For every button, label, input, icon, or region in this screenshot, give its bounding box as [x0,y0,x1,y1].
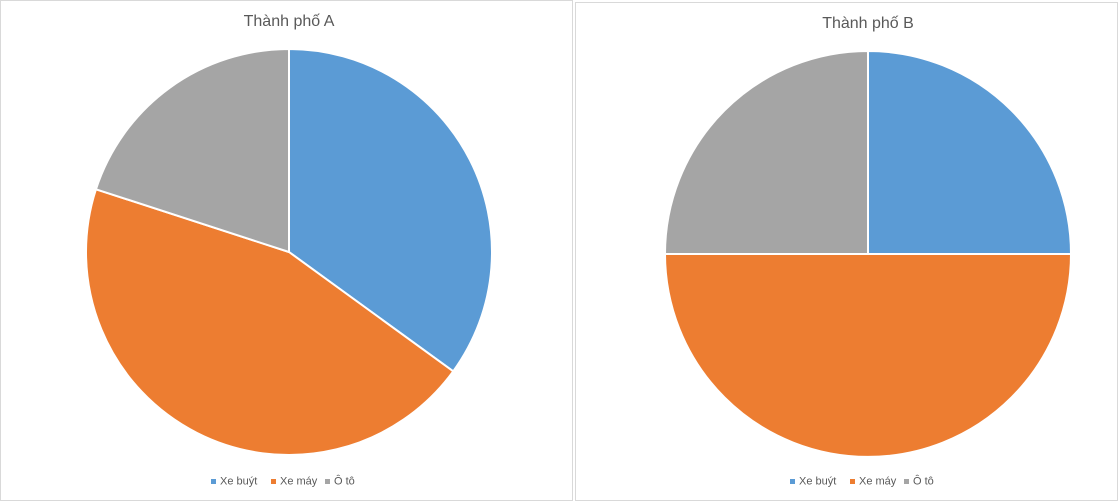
legend-label: Xe buýt [220,475,257,487]
legend-label: Ô tô [334,474,355,487]
pie-slice [663,49,869,255]
legend-swatch [850,479,855,484]
pie-slice [94,47,290,254]
legend-swatch [790,479,795,484]
pie-slice [85,188,455,456]
chart-panel: Thành phố A Xe buýt Xe máy Ô tô [0,0,573,501]
pie-slice [288,47,493,373]
legend-swatch [904,479,909,484]
chart-title: Thành phố B [822,15,914,32]
legend-swatch [271,479,276,484]
legend-label: Ô tô [913,474,934,487]
legend-swatch [211,479,216,484]
pie-slice [867,49,1073,255]
legend-label: Xe buýt [799,475,836,487]
chart-title: Thành phố A [244,13,335,30]
pie-slice [663,253,1073,458]
legend-label: Xe máy [859,475,897,487]
legend-label: Xe máy [280,475,318,487]
legend-swatch [325,479,330,484]
chart-panel: Thành phố B Xe buýt Xe máy Ô tô [575,2,1118,501]
